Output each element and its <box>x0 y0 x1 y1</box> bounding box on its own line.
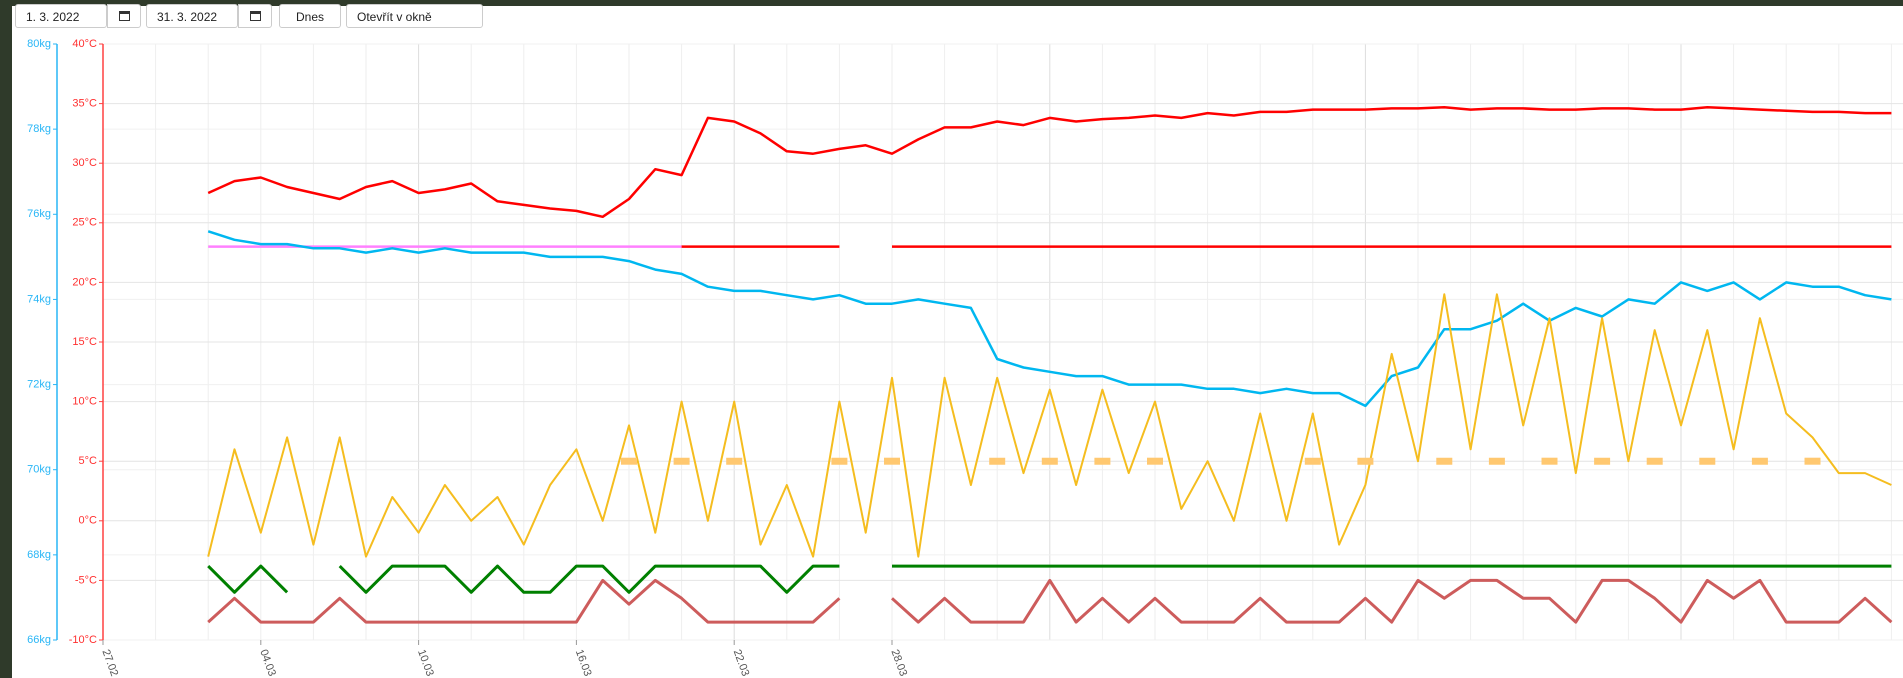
series-line <box>207 293 1892 558</box>
y-tick-label: 35°C <box>72 98 97 110</box>
x-tick-label: 22.03 07:00 <box>731 648 762 678</box>
series-line <box>207 105 1892 219</box>
today-button[interactable]: Dnes <box>279 4 341 28</box>
open-window-button[interactable]: Otevřít v okně <box>346 4 483 28</box>
y2-tick-label: 66kg <box>27 634 51 646</box>
x-tick-label: 28.03 03:00 <box>888 648 919 678</box>
series-line <box>207 564 1892 594</box>
y-tick-label: 25°C <box>72 217 97 229</box>
y2-tick-label: 70kg <box>27 464 51 476</box>
x-tick-label: 16.03 12:00 <box>573 648 604 678</box>
date-to[interactable]: 31. 3. 2022 <box>146 4 238 28</box>
y-tick-label: 0°C <box>79 515 98 527</box>
y2-tick-label: 74kg <box>27 293 51 305</box>
x-tick-label: 27.02 03:00 <box>99 648 130 678</box>
x-tick-label: 04.03 22:00 <box>257 648 288 678</box>
y2-tick-label: 80kg <box>27 38 51 50</box>
y-tick-label: 40°C <box>72 38 97 50</box>
calendar-button[interactable] <box>238 4 272 28</box>
y2-tick-label: 78kg <box>27 123 51 135</box>
y-tick-label: -5°C <box>75 574 97 586</box>
y-tick-label: -10°C <box>69 634 97 646</box>
series-line <box>207 230 1892 408</box>
y2-tick-label: 76kg <box>27 208 51 220</box>
y-tick-label: 15°C <box>72 336 97 348</box>
y2-tick-label: 72kg <box>27 378 51 390</box>
y2-tick-label: 68kg <box>27 549 51 561</box>
x-tick-label: 10.03 17:00 <box>415 648 446 678</box>
y-tick-label: 5°C <box>79 455 98 467</box>
y-tick-label: 10°C <box>72 396 97 408</box>
calendar-button[interactable] <box>107 4 141 28</box>
date-from[interactable]: 1. 3. 2022 <box>15 4 107 28</box>
y-tick-label: 20°C <box>72 276 97 288</box>
series-line <box>207 578 1893 624</box>
y-tick-label: 30°C <box>72 157 97 169</box>
